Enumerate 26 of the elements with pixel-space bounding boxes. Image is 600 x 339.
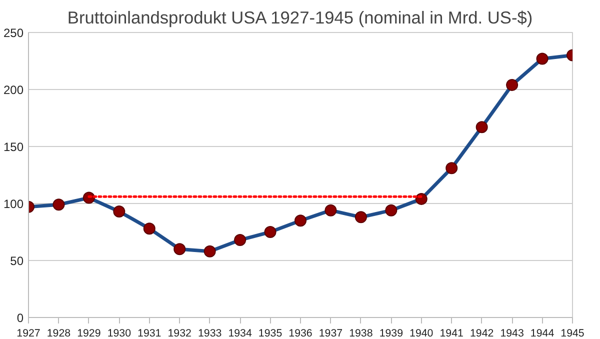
y-tick-label: 0	[16, 311, 24, 325]
x-tick-label: 1936	[288, 328, 312, 339]
x-tick-label: 1941	[440, 328, 464, 339]
y-tick-label: 50	[10, 254, 24, 268]
x-tick-label: 1942	[470, 328, 494, 339]
x-tick-label: 1944	[530, 328, 554, 339]
chart-title: Bruttoinlandsprodukt USA 1927-1945 (nominal in Mrd. US-$)	[67, 8, 533, 28]
x-tick-label: 1940	[410, 328, 434, 339]
y-tick-label: 200	[3, 83, 24, 97]
x-tick-label: 1937	[318, 328, 343, 339]
x-tick-label: 1929	[77, 328, 101, 339]
x-tick-label: 1935	[258, 328, 282, 339]
y-tick-label: 250	[3, 26, 24, 40]
x-tick-label: 1932	[168, 328, 192, 339]
y-tick-label: 150	[3, 140, 24, 154]
x-tick-label: 1930	[107, 328, 132, 339]
x-tick-label: 1945	[560, 328, 584, 339]
x-tick-label: 1939	[379, 328, 404, 339]
x-tick-label: 1927	[16, 328, 40, 339]
x-tick-label: 1933	[198, 328, 222, 339]
x-tick-label: 1938	[349, 328, 373, 339]
x-tick-label: 1931	[138, 328, 162, 339]
x-tick-label: 1943	[500, 328, 524, 339]
x-tick-label: 1928	[46, 328, 71, 339]
y-tick-label: 100	[3, 197, 24, 211]
x-tick-label: 1934	[228, 328, 252, 339]
